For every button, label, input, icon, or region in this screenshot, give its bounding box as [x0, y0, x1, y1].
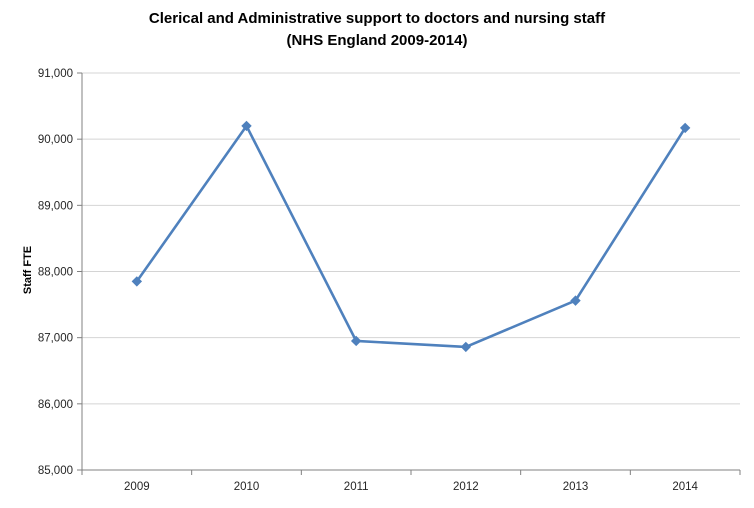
data-point-marker [460, 341, 472, 353]
data-point-marker [131, 276, 143, 287]
data-line [135, 124, 687, 349]
chart-title-line1: Clerical and Administrative support to d… [148, 10, 606, 27]
data-point-marker [350, 335, 362, 347]
y-tick-label: 91,000 [38, 68, 73, 80]
x-tick-label: 2009 [124, 481, 150, 493]
y-tick-label: 90,000 [38, 134, 73, 146]
x-tick-label: 2014 [672, 481, 698, 493]
x-tick-label: 2013 [563, 481, 589, 493]
y-tick-label: 85,000 [38, 465, 73, 477]
data-point-marker [679, 122, 691, 134]
data-point-marker [241, 120, 252, 132]
x-tick-label: 2012 [453, 481, 479, 493]
y-tick-label: 87,000 [38, 333, 73, 345]
x-tick-label: 2010 [234, 481, 260, 493]
chart-title: Clerical and Administrative support to d… [0, 8, 754, 52]
x-tick-label: 2011 [344, 481, 369, 493]
data-point-marker [570, 295, 581, 306]
y-tick-label: 86,000 [38, 399, 73, 411]
y-tick-label: 88,000 [38, 267, 73, 279]
chart-title-line2: (NHS England 2009-2014) [286, 31, 468, 49]
y-tick-label: 89,000 [38, 200, 73, 212]
